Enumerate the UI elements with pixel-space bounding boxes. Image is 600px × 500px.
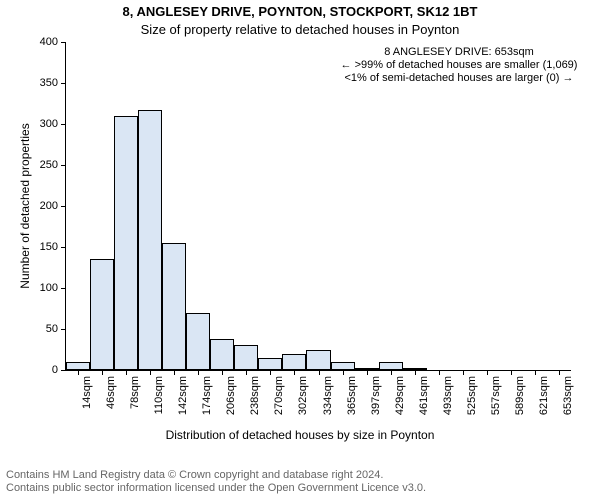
- x-tick-label: 206sqm: [222, 370, 237, 415]
- y-tick-label: 350: [40, 77, 66, 89]
- chart-subtitle: Size of property relative to detached ho…: [0, 22, 600, 37]
- x-tick-label: 653sqm: [559, 370, 574, 415]
- bar: [282, 354, 306, 370]
- y-tick-label: 100: [40, 282, 66, 294]
- x-tick-label: 142sqm: [174, 370, 189, 415]
- y-tick-label: 150: [40, 241, 66, 253]
- y-tick-label: 50: [46, 323, 66, 335]
- annotation-box: 8 ANGLESEY DRIVE: 653sqm ← >99% of detac…: [341, 46, 578, 86]
- footer-line-1: Contains HM Land Registry data © Crown c…: [6, 469, 426, 483]
- x-tick-label: 238sqm: [246, 370, 261, 415]
- bar: [186, 313, 210, 370]
- y-tick-label: 0: [52, 364, 66, 376]
- x-axis-label: Distribution of detached houses by size …: [0, 428, 600, 442]
- x-tick-label: 365sqm: [343, 370, 358, 415]
- bar: [234, 345, 258, 370]
- x-tick-label: 46sqm: [102, 370, 117, 409]
- bar: [306, 350, 330, 371]
- x-tick-label: 557sqm: [487, 370, 502, 415]
- y-tick-label: 250: [40, 159, 66, 171]
- x-tick-label: 110sqm: [150, 370, 165, 414]
- plot-area: 8 ANGLESEY DRIVE: 653sqm ← >99% of detac…: [65, 42, 571, 371]
- x-tick-label: 270sqm: [270, 370, 285, 415]
- footer-line-2: Contains public sector information licen…: [6, 482, 426, 496]
- bar: [379, 362, 403, 370]
- chart-title: 8, ANGLESEY DRIVE, POYNTON, STOCKPORT, S…: [0, 4, 600, 19]
- y-tick-label: 200: [40, 200, 66, 212]
- annotation-line-1: 8 ANGLESEY DRIVE: 653sqm: [341, 46, 578, 59]
- x-tick-label: 525sqm: [463, 370, 478, 415]
- bar: [331, 362, 355, 370]
- x-tick-label: 429sqm: [391, 370, 406, 415]
- x-tick-label: 461sqm: [415, 370, 430, 415]
- x-tick-label: 174sqm: [198, 370, 213, 415]
- x-tick-label: 302sqm: [294, 370, 309, 415]
- footer: Contains HM Land Registry data © Crown c…: [6, 469, 426, 497]
- y-tick-label: 300: [40, 118, 66, 130]
- annotation-line-2: ← >99% of detached houses are smaller (1…: [341, 59, 578, 72]
- x-tick-label: 493sqm: [439, 370, 454, 415]
- x-tick-label: 589sqm: [511, 370, 526, 415]
- bar: [66, 362, 90, 370]
- x-tick-label: 397sqm: [367, 370, 382, 415]
- bar: [258, 358, 282, 370]
- y-tick-label: 400: [40, 36, 66, 48]
- y-axis-label: Number of detached properties: [18, 123, 32, 288]
- annotation-line-3: <1% of semi-detached houses are larger (…: [341, 72, 578, 85]
- bar: [114, 116, 138, 370]
- x-tick-label: 14sqm: [78, 370, 93, 409]
- bar: [210, 339, 234, 370]
- x-tick-label: 78sqm: [126, 370, 141, 409]
- x-tick-label: 334sqm: [319, 370, 334, 415]
- x-tick-label: 621sqm: [535, 370, 550, 415]
- bar: [90, 259, 114, 370]
- bar: [162, 243, 186, 370]
- bar: [138, 110, 162, 370]
